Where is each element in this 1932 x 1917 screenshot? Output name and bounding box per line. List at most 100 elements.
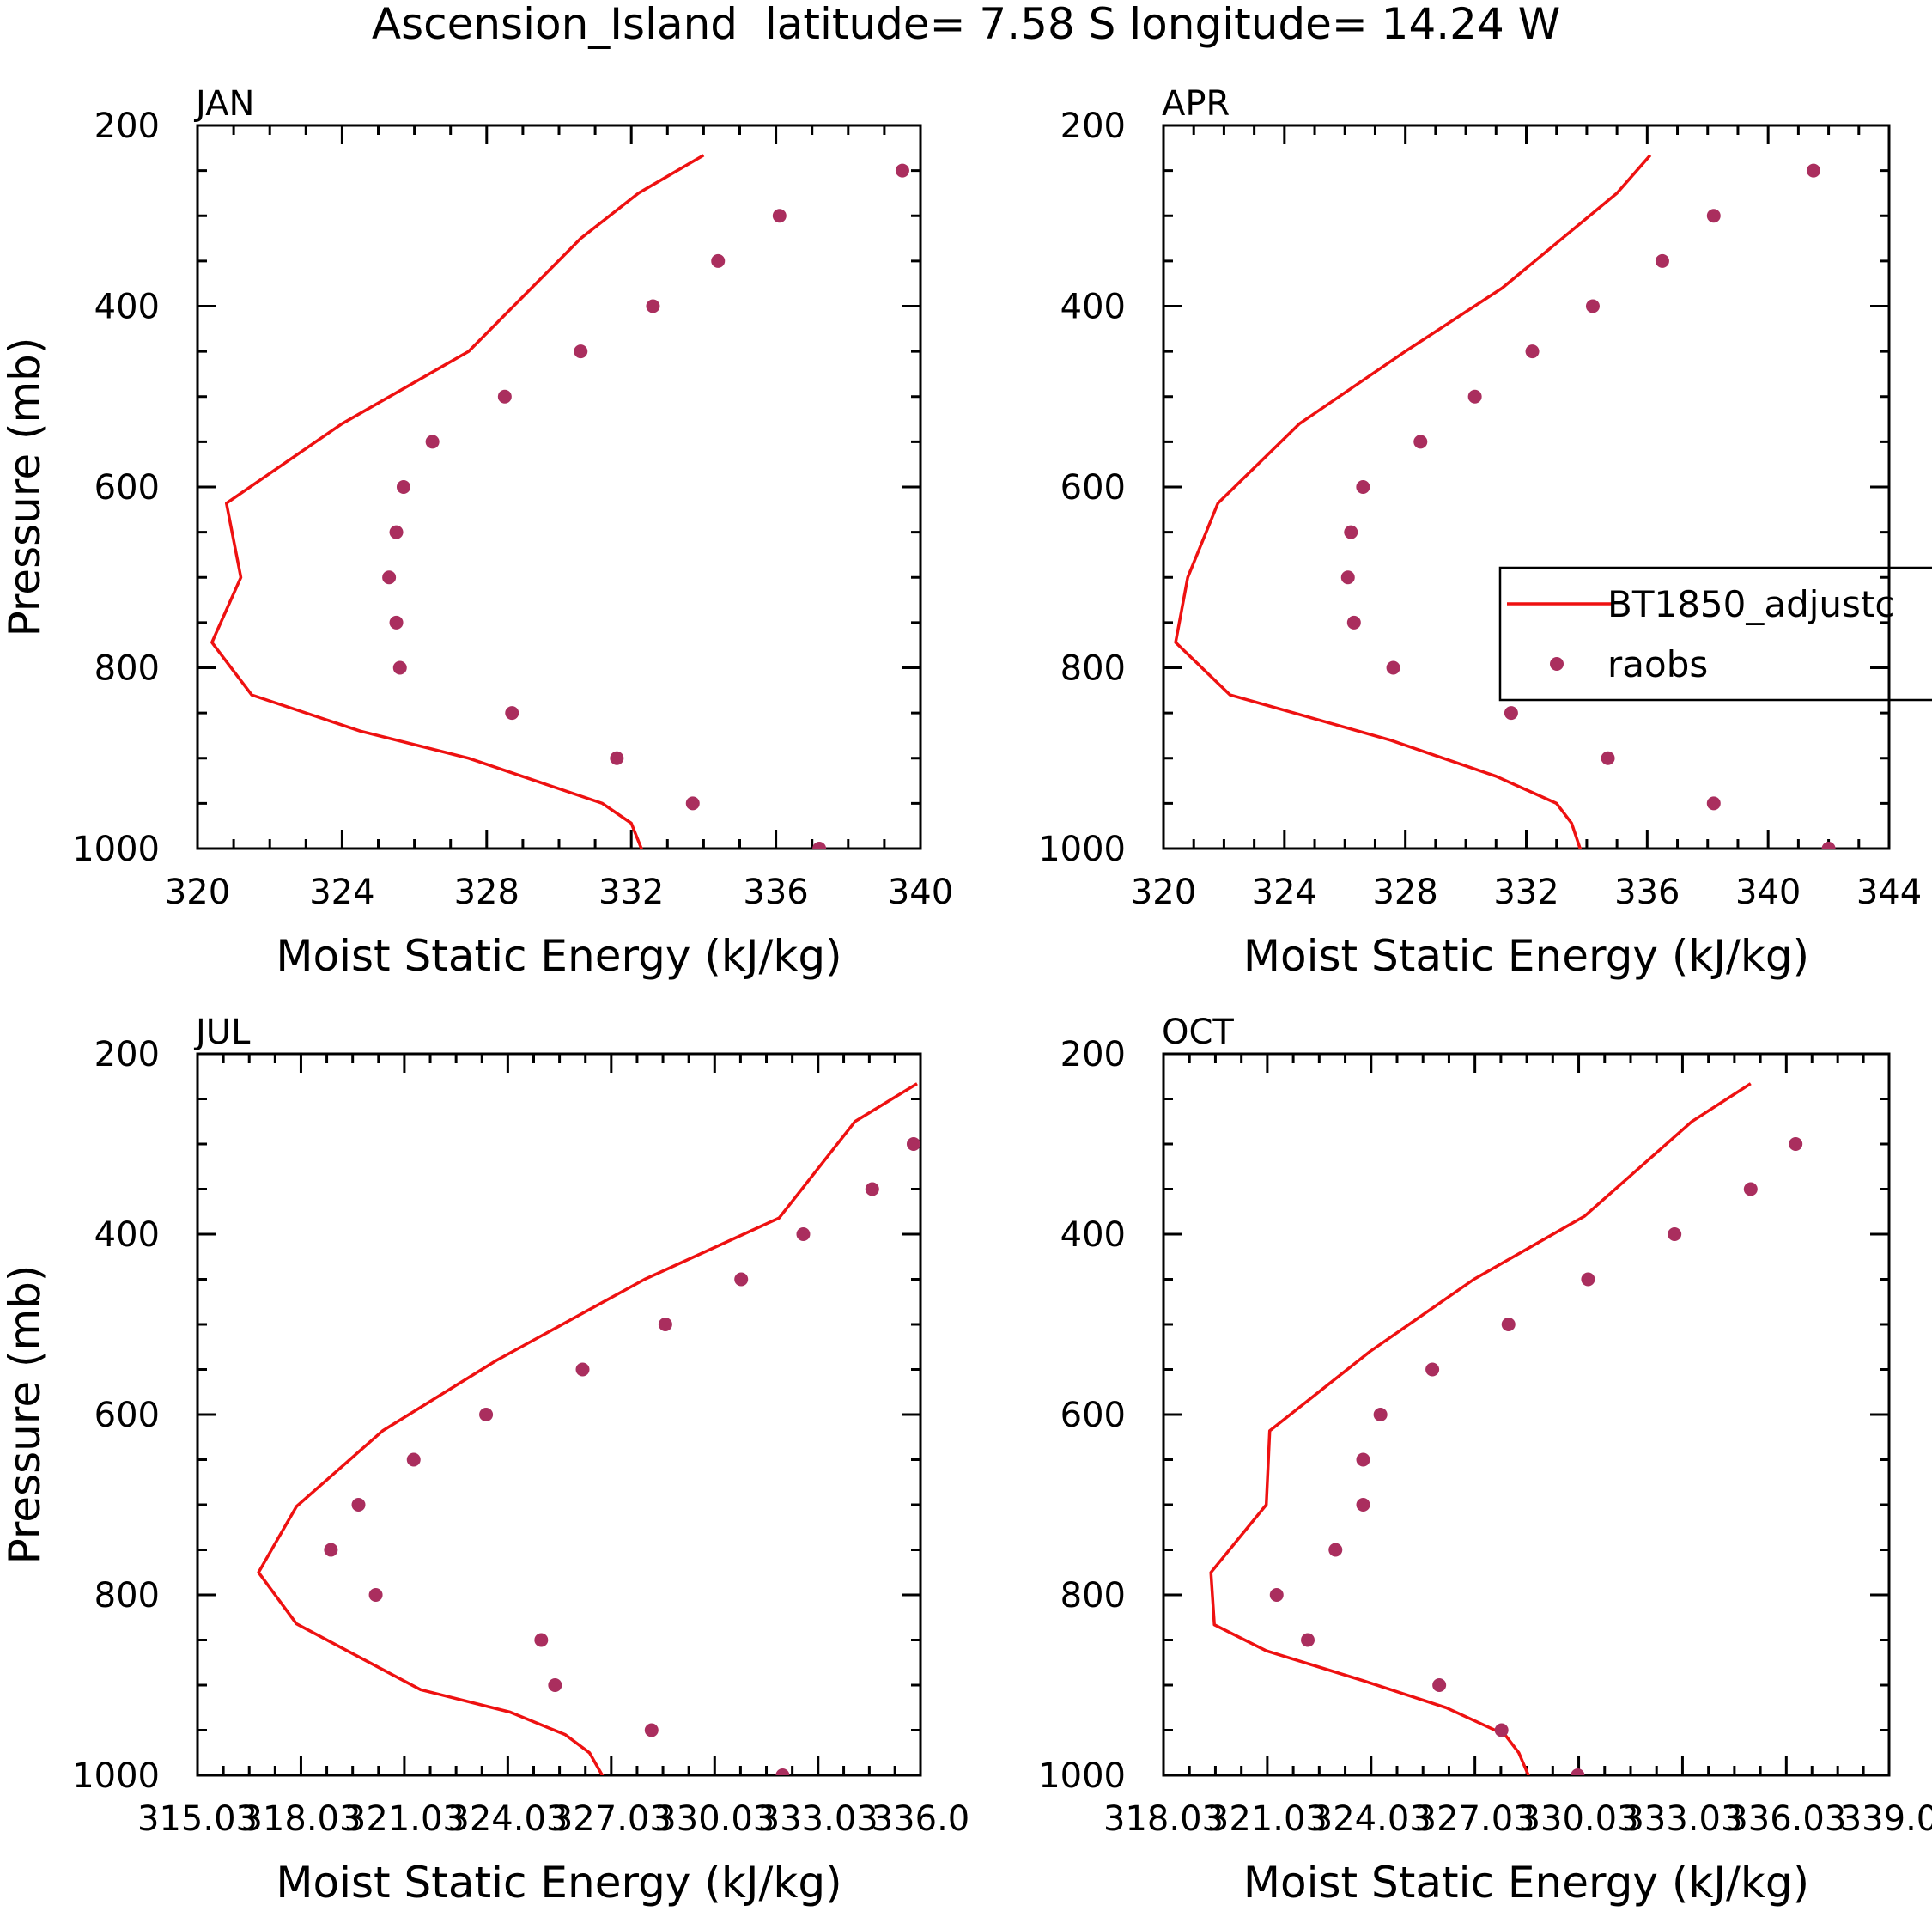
obs-point [1494, 1723, 1509, 1737]
x-tick-label: 328 [454, 873, 519, 912]
obs-point [775, 1768, 790, 1775]
obs-point [1346, 615, 1361, 630]
data-layer [210, 154, 909, 849]
x-tick-label: 324.03 [447, 1799, 568, 1839]
x-tick-label: 328 [1372, 873, 1437, 912]
y-tick-label: 800 [1060, 649, 1126, 689]
data-layer [1174, 154, 1836, 849]
obs-point [497, 389, 512, 404]
x-tick-label: 320 [165, 873, 230, 912]
y-tick-label: 400 [1060, 288, 1126, 327]
obs-point [1413, 435, 1428, 449]
obs-point [1425, 1362, 1440, 1377]
legend-obs-swatch [1550, 657, 1564, 671]
obs-point [796, 1227, 811, 1241]
legend-model-label: BT1850_adjustc [1607, 583, 1894, 625]
x-tick-label: 330.03 [654, 1799, 775, 1839]
x-tick-label: 324 [1252, 873, 1317, 912]
obs-point [895, 163, 909, 178]
y-tick-label: 800 [94, 649, 160, 689]
plot-frame [1162, 1052, 1891, 1777]
x-axis-label: Moist Static Energy (kJ/kg) [1243, 931, 1809, 981]
x-tick-label: 324 [309, 873, 374, 912]
obs-point [865, 1182, 879, 1196]
obs-point [906, 1137, 920, 1151]
obs-point [1373, 1408, 1388, 1421]
obs-point [1668, 1227, 1682, 1241]
x-tick-label: 333.03 [1622, 1799, 1742, 1839]
y-tick-label: 400 [1060, 1215, 1126, 1255]
y-tick-label: 1000 [72, 830, 160, 869]
y-tick-label: 600 [94, 1396, 160, 1435]
obs-point [1743, 1182, 1758, 1196]
obs-point [772, 209, 787, 223]
y-tick-label: 600 [94, 468, 160, 508]
obs-point [479, 1408, 494, 1421]
plot-frame [196, 124, 922, 850]
model-line [210, 154, 705, 849]
y-tick-label: 1000 [1038, 1756, 1126, 1796]
legend-obs-label: raobs [1607, 643, 1708, 685]
x-tick-label: 333.03 [758, 1799, 878, 1839]
y-tick-label: 200 [94, 106, 160, 146]
obs-point [1501, 1318, 1516, 1331]
x-tick-label: 330.03 [1519, 1799, 1639, 1839]
obs-point [425, 435, 440, 449]
obs-point [1328, 1543, 1343, 1557]
obs-point [610, 751, 624, 765]
obs-point [1467, 389, 1482, 404]
obs-point [534, 1633, 549, 1647]
y-tick-label: 400 [94, 288, 160, 327]
obs-point [324, 1543, 338, 1557]
obs-point [505, 706, 519, 721]
x-tick-label: 340 [1735, 873, 1801, 912]
x-tick-label: 321.03 [1207, 1799, 1327, 1839]
x-tick-label: 340 [888, 873, 953, 912]
y-axis-label: Pressure (mb) [0, 1265, 50, 1565]
obs-point [1269, 1588, 1284, 1602]
plot-frame [1162, 124, 1891, 850]
y-tick-label: 1000 [72, 1756, 160, 1796]
obs-point [382, 570, 397, 585]
x-axis-label: Moist Static Energy (kJ/kg) [1243, 1858, 1809, 1908]
x-tick-label: 318.03 [1103, 1799, 1224, 1839]
y-tick-label: 200 [1060, 106, 1126, 146]
y-tick-label: 200 [94, 1035, 160, 1074]
panel-jan: 320 324 328 332 336 340 200 400 600 800 1000 JAN Moi… [0, 84, 953, 981]
x-tick-label: 315.03 [137, 1799, 258, 1839]
data-layer [1209, 1082, 1803, 1775]
panel-apr: 320 324 328 332 336 340 344 200 400 600 800 1000 APR… [1038, 84, 1922, 981]
obs-point [1706, 209, 1721, 223]
obs-point [1504, 706, 1518, 721]
y-tick-label: 1000 [1038, 830, 1126, 869]
obs-point [812, 842, 827, 849]
obs-point [574, 344, 588, 359]
x-tick-label: 327.03 [1415, 1799, 1535, 1839]
obs-point [685, 796, 700, 811]
model-line [1209, 1082, 1752, 1775]
obs-point [351, 1498, 366, 1512]
obs-point [1571, 1768, 1585, 1775]
model-line [257, 1082, 918, 1775]
y-axis-label: Pressure (mb) [0, 338, 50, 637]
y-tick-label: 800 [94, 1576, 160, 1616]
obs-point [1432, 1678, 1447, 1692]
obs-point [734, 1272, 749, 1287]
obs-point [644, 1723, 659, 1737]
obs-point [1340, 570, 1355, 585]
y-tick-label: 200 [1060, 1035, 1126, 1074]
obs-point [1601, 751, 1615, 765]
obs-point [646, 299, 660, 313]
obs-point [396, 480, 410, 494]
panel-oct: 318.03321.03324.03327.03330.03333.03336.… [1038, 1013, 1932, 1908]
obs-point [711, 253, 726, 268]
x-axis-label: Moist Static Energy (kJ/kg) [276, 931, 841, 981]
obs-point [548, 1678, 562, 1692]
obs-point [658, 1318, 672, 1331]
obs-point [389, 525, 404, 539]
x-tick-label: 336.03 [1726, 1799, 1846, 1839]
obs-point [1356, 1452, 1370, 1467]
obs-point [1356, 480, 1370, 494]
x-tick-label: 324.03 [1311, 1799, 1431, 1839]
obs-point [406, 1452, 421, 1467]
